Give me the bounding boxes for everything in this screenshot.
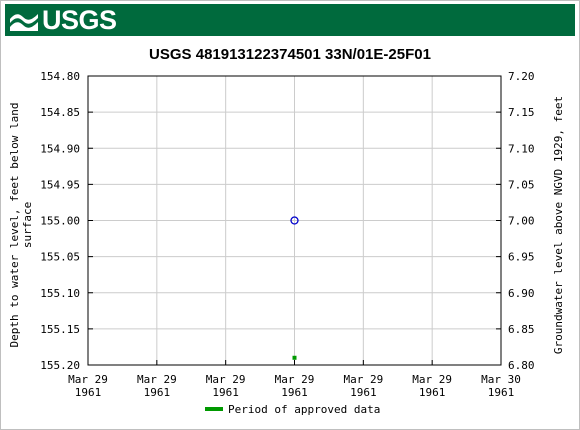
y-left-label-line2: surface — [21, 202, 34, 248]
y-left-tick-label: 154.95 — [40, 178, 80, 191]
data-marks — [290, 216, 299, 360]
usgs-header-banner: USGS — [5, 4, 575, 36]
y-right-tick-label: 6.85 — [508, 323, 535, 336]
usgs-logo-text: USGS — [42, 4, 117, 35]
y-right-tick-label: 6.90 — [508, 287, 535, 300]
y-right-tick-label: 7.15 — [508, 106, 535, 119]
x-tick-label-date: Mar 29 — [412, 373, 452, 386]
y-left-tick-label: 154.90 — [40, 142, 80, 155]
y-right-tick-label: 7.20 — [508, 70, 535, 83]
y-left-tick-label: 155.00 — [40, 215, 80, 228]
x-tick-label-year: 1961 — [419, 386, 446, 399]
y-right-tick-label: 7.10 — [508, 142, 535, 155]
y-left-tick-label: 155.05 — [40, 251, 80, 264]
x-tick-label-year: 1961 — [488, 386, 515, 399]
data-point-approved-period — [292, 355, 297, 360]
usgs-logo[interactable]: USGS — [9, 4, 117, 35]
chart-title: USGS 481913122374501 33N/01E-25F01 — [149, 46, 431, 63]
x-tick-label-date: Mar 29 — [137, 373, 177, 386]
x-tick-label-date: Mar 29 — [206, 373, 246, 386]
right-axis-ticks: 7.20 7.15 7.10 7.05 7.00 6.95 6.90 6.85 6.80 — [496, 70, 535, 372]
y-right-tick-label: 6.95 — [508, 251, 535, 264]
x-tick-label-year: 1961 — [212, 386, 239, 399]
y-right-label: Groundwater level above NGVD 1929, feet — [552, 96, 565, 354]
left-axis-ticks: 154.80 154.85 154.90 154.95 155.00 155.05 155.… — [40, 70, 93, 372]
x-tick-label-year: 1961 — [75, 386, 102, 399]
y-right-tick-label: 7.05 — [508, 178, 535, 191]
usgs-wave-icon — [10, 14, 38, 31]
y-left-label-line1: Depth to water level, feet below land — [8, 102, 21, 347]
y-left-tick-label: 154.80 — [40, 70, 80, 83]
y-left-tick-label: 155.10 — [40, 287, 80, 300]
x-tick-label-date: Mar 29 — [343, 373, 383, 386]
y-left-tick-label: 155.20 — [40, 359, 80, 372]
x-tick-label-date: Mar 29 — [275, 373, 315, 386]
x-tick-label-year: 1961 — [144, 386, 171, 399]
y-right-tick-label: 7.00 — [508, 215, 535, 228]
x-tick-label-date: Mar 30 — [481, 373, 521, 386]
y-left-tick-label: 154.85 — [40, 106, 80, 119]
x-tick-label-year: 1961 — [281, 386, 308, 399]
data-point-measurement — [290, 216, 299, 225]
grid-lines — [88, 76, 501, 365]
x-tick-label-year: 1961 — [350, 386, 377, 399]
legend-label: Period of approved data — [228, 403, 380, 416]
x-tick-label-date: Mar 29 — [68, 373, 108, 386]
y-right-tick-label: 6.80 — [508, 359, 535, 372]
y-left-tick-label: 155.15 — [40, 323, 80, 336]
